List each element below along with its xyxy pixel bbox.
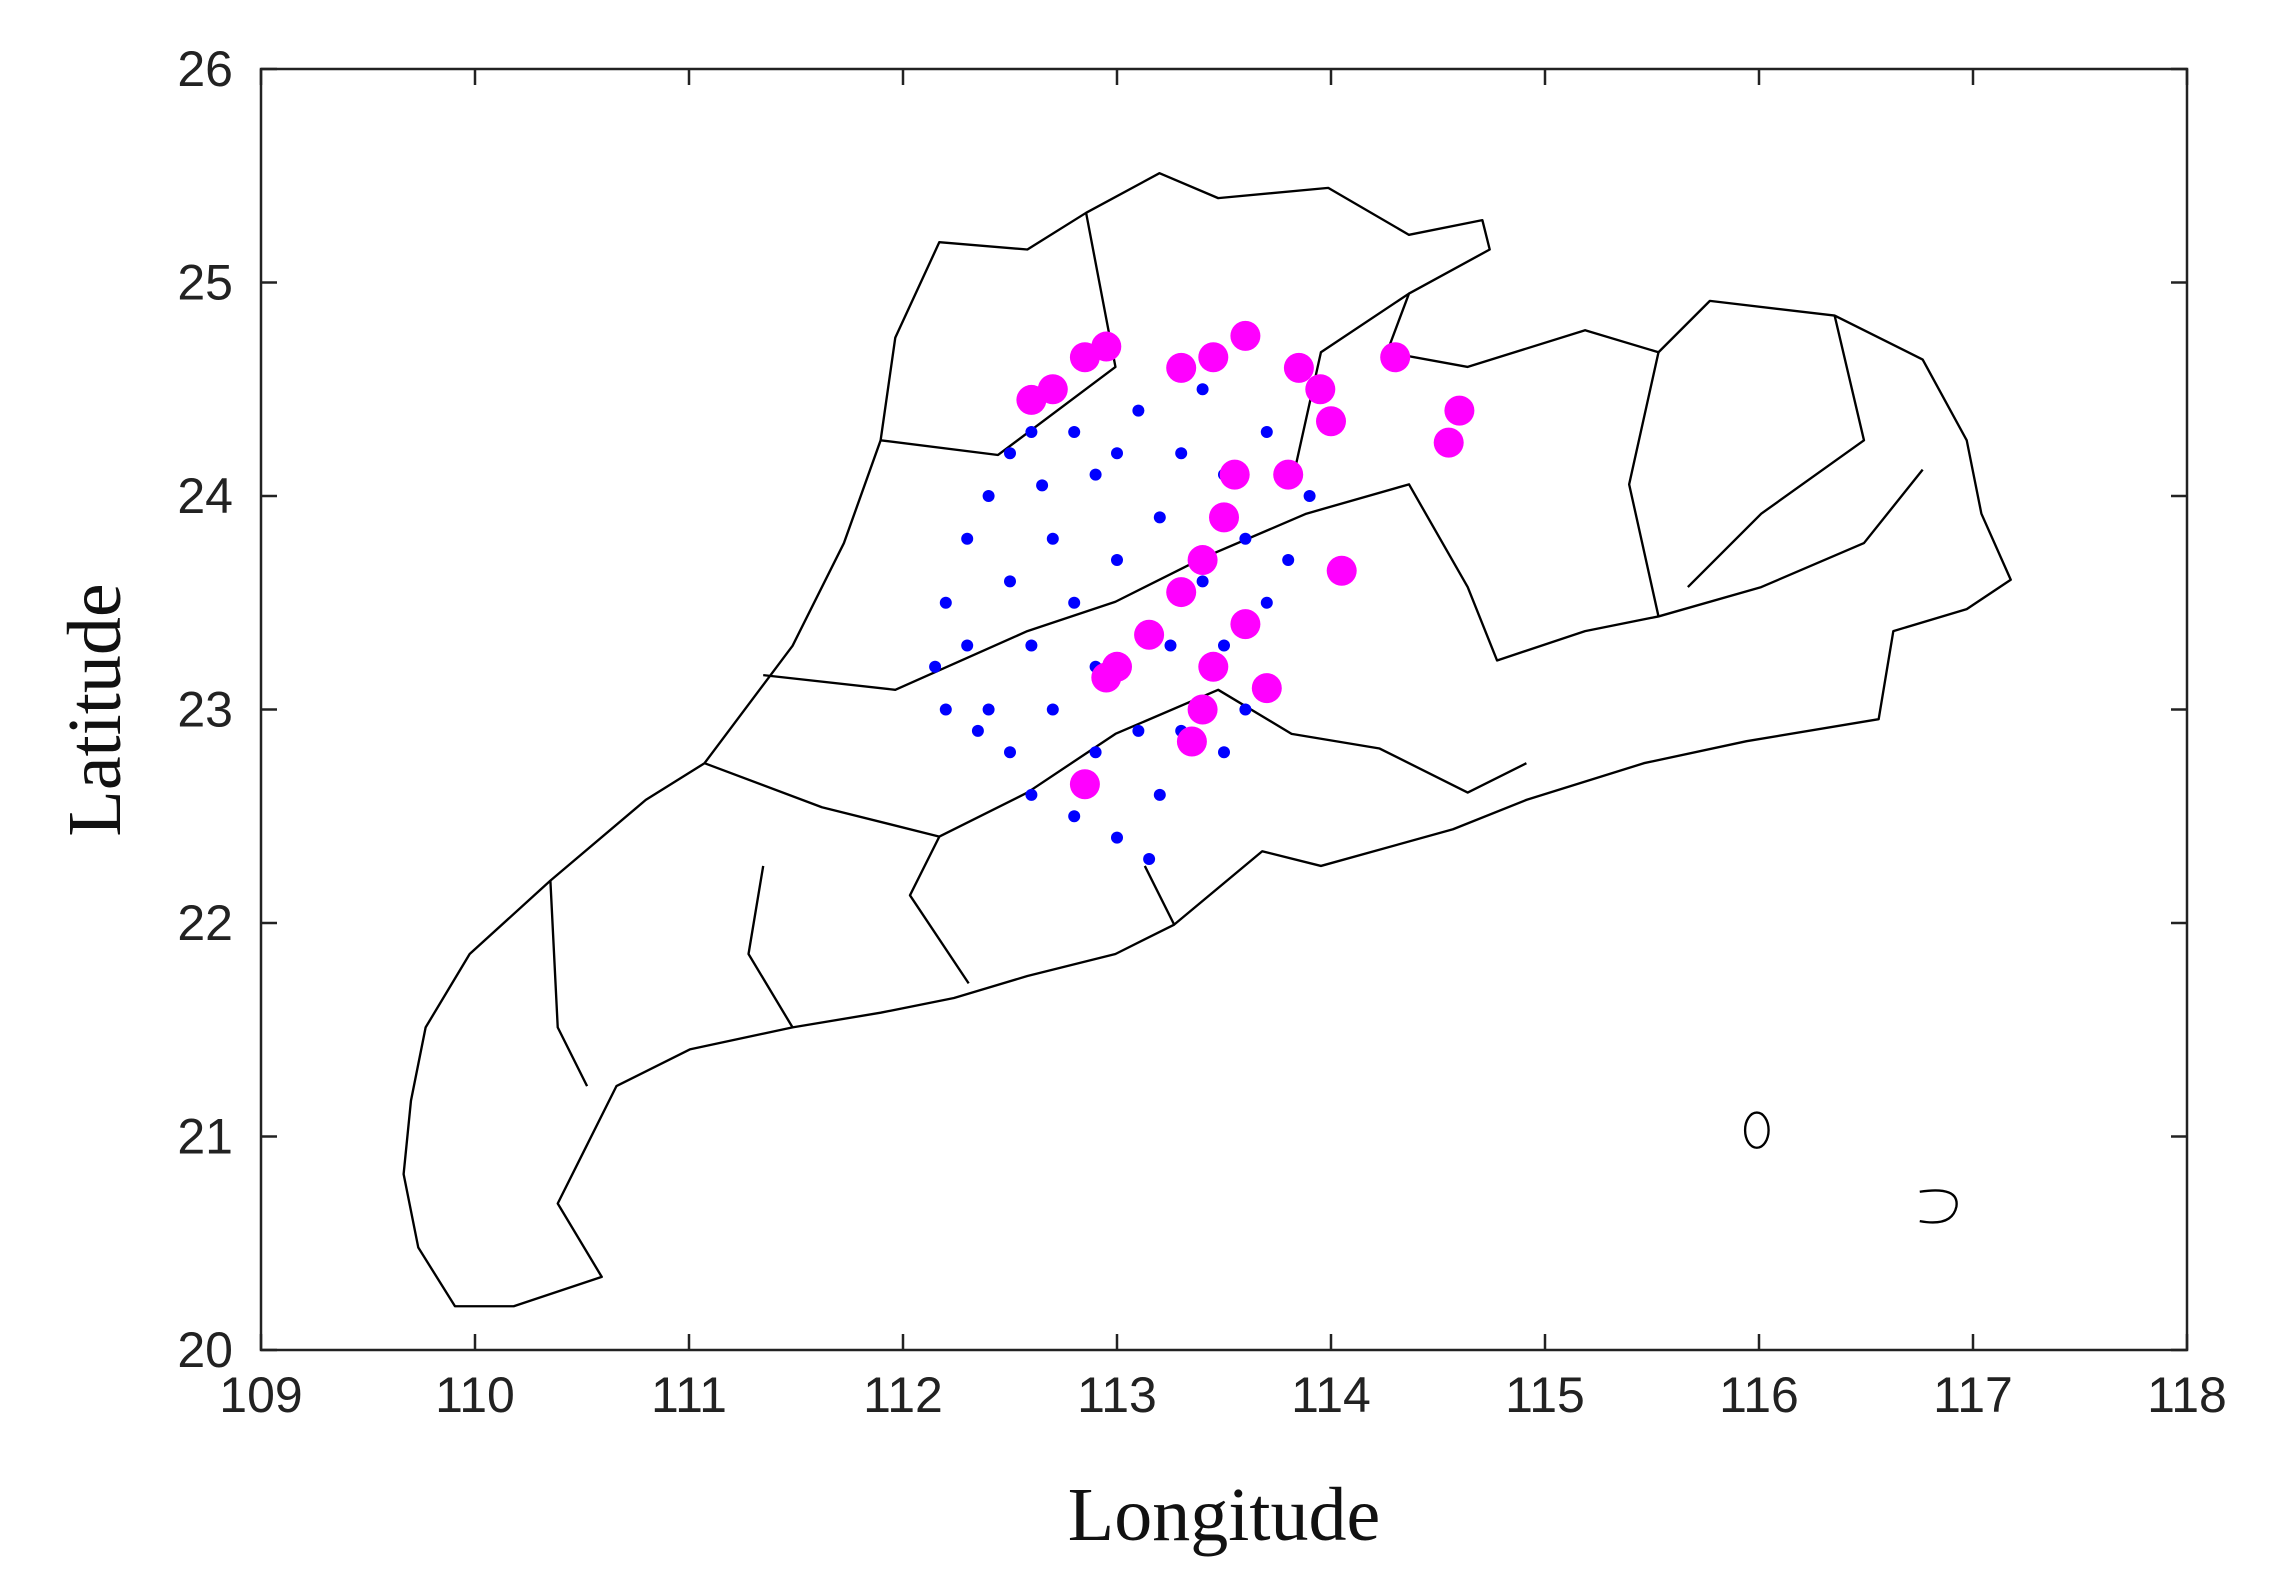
scatter-point	[1198, 342, 1229, 373]
x-tick-label: 118	[2147, 1367, 2227, 1423]
scatter-point	[1380, 342, 1411, 373]
scatter-point	[1134, 619, 1165, 650]
x-axis-title: Longitude	[1068, 1473, 1380, 1557]
map-outline	[402, 172, 2012, 1308]
scatter-point	[1068, 596, 1081, 609]
scatter-point	[1111, 447, 1123, 460]
x-tick-label: 110	[435, 1367, 515, 1423]
scatter-point	[1433, 427, 1464, 458]
scatter-point	[1132, 404, 1145, 417]
y-tick-label: 21	[177, 1109, 233, 1165]
scatter-point	[1004, 575, 1016, 588]
plot-area	[929, 320, 1475, 865]
scatter-point	[1166, 577, 1197, 608]
scatter-point	[1037, 374, 1068, 405]
scatter-point	[1091, 331, 1122, 362]
y-tick-label: 25	[177, 255, 233, 311]
x-tick-label: 114	[1291, 1367, 1371, 1423]
scatter-point	[1196, 575, 1209, 588]
scatter-point	[1004, 746, 1016, 759]
scatter-point	[1068, 425, 1081, 438]
scatter-point	[1153, 788, 1166, 801]
scatter-point	[1089, 468, 1102, 481]
scatter-point	[1260, 596, 1273, 609]
x-tick-label: 109	[219, 1367, 302, 1423]
district-border	[880, 212, 1866, 617]
scatter-point	[1303, 490, 1316, 502]
y-axis-title: Latitude	[53, 583, 137, 836]
scatter-point	[1198, 651, 1229, 682]
x-tick-label: 115	[1505, 1367, 1585, 1423]
scatter-point	[1036, 479, 1049, 492]
y-tick-label: 23	[177, 682, 233, 738]
scatter-point	[1004, 447, 1016, 460]
scatter-point	[1218, 746, 1230, 759]
scatter-point	[1025, 788, 1038, 801]
scatter-point	[1025, 639, 1038, 652]
scatter-point	[1111, 831, 1123, 844]
district-border	[549, 836, 1176, 1087]
y-tick-label: 22	[177, 895, 233, 951]
scatter-point	[1069, 769, 1100, 800]
scatter-point	[1239, 703, 1252, 716]
x-tick-label: 112	[863, 1367, 943, 1423]
scatter-point	[1143, 852, 1156, 865]
island	[1743, 1111, 1770, 1149]
scatter-point	[1230, 609, 1261, 640]
y-tick-label: 26	[177, 41, 233, 97]
x-tick-label: 113	[1077, 1367, 1157, 1423]
scatter-point	[1068, 810, 1081, 823]
scatter-point	[1273, 459, 1304, 490]
scatter-point	[1166, 352, 1197, 383]
scatter-point	[1025, 425, 1038, 438]
scatter-point	[1251, 673, 1282, 704]
scatter-point	[939, 596, 952, 609]
district-border	[704, 688, 1527, 838]
scatter-point	[1196, 383, 1209, 396]
scatter-point	[939, 703, 952, 716]
scatter-point	[1111, 554, 1123, 567]
scatter-point	[1046, 703, 1059, 716]
scatter-point	[1132, 724, 1145, 737]
x-tick-label: 111	[651, 1367, 727, 1423]
scatter-point	[1282, 554, 1295, 567]
scatter-point	[1209, 502, 1239, 533]
scatter-point	[929, 660, 942, 673]
scatter-point	[1305, 374, 1336, 405]
scatter-point	[1091, 662, 1122, 693]
scatter-point	[1153, 511, 1166, 524]
scatter-point	[1230, 320, 1261, 351]
scatter-point	[961, 639, 974, 652]
scatter-point	[1089, 746, 1102, 759]
scatter-point	[1187, 694, 1218, 725]
scatter-point	[1283, 352, 1314, 383]
scatter-point	[1326, 555, 1357, 586]
scatter-point	[1260, 425, 1273, 438]
scatter-point	[982, 703, 995, 716]
scatter-point	[961, 532, 974, 545]
x-tick-label: 117	[1933, 1367, 2013, 1423]
scatter-point	[1176, 726, 1207, 757]
scatter-point	[1046, 532, 1059, 545]
x-tick-label: 116	[1719, 1367, 1799, 1423]
y-tick-label: 24	[177, 468, 233, 524]
scatter-point	[982, 490, 995, 502]
scatter-point	[1218, 639, 1230, 652]
scatter-point	[1316, 406, 1346, 437]
scatter-point	[971, 724, 984, 737]
district-border	[763, 468, 1924, 691]
scatter-point	[1175, 447, 1188, 460]
scatter-point	[1164, 639, 1177, 652]
scatter-point	[1239, 532, 1252, 545]
province-border	[402, 172, 2012, 1308]
scatter-point	[1219, 459, 1250, 490]
scatter-point	[1187, 545, 1218, 576]
island	[1919, 1189, 1958, 1224]
scatter-point	[1444, 395, 1475, 426]
y-tick-label: 20	[177, 1322, 233, 1378]
